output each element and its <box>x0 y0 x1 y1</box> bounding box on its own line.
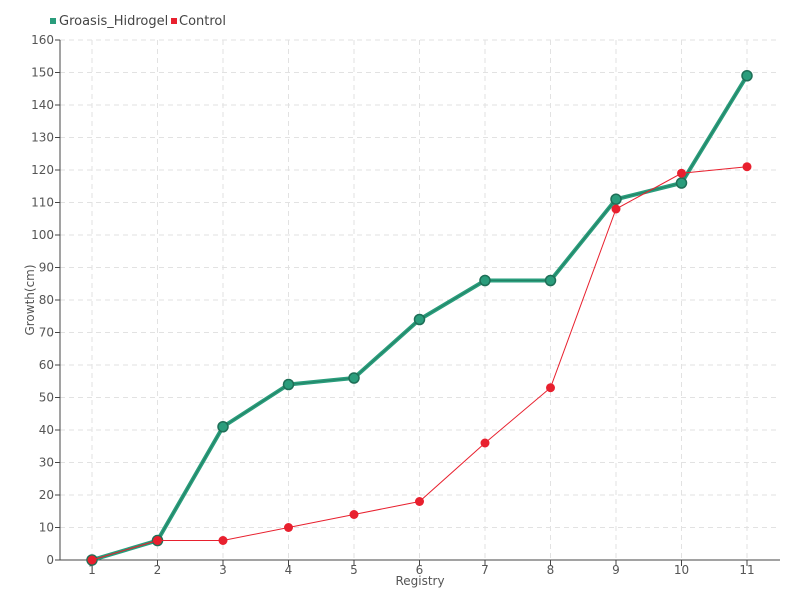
data-point[interactable] <box>480 438 490 448</box>
x-tick-label: 7 <box>481 563 489 577</box>
x-tick-label: 3 <box>219 563 227 577</box>
y-tick-label: 160 <box>31 33 54 47</box>
x-tick-label: 5 <box>350 563 358 577</box>
data-point[interactable] <box>218 536 228 545</box>
x-tick-label: 1 <box>88 563 96 577</box>
y-tick-label: 0 <box>46 553 54 567</box>
y-axis-title: Growth(cm) <box>23 264 37 335</box>
y-tick-label: 110 <box>31 196 54 210</box>
x-ticks: 1 2 3 4 5 6 7 8 9 10 11 <box>88 560 755 577</box>
data-point[interactable] <box>544 274 557 287</box>
data-point[interactable] <box>348 372 360 384</box>
data-point[interactable] <box>546 383 555 393</box>
y-tick-label: 130 <box>31 131 54 145</box>
y-tick-label: 50 <box>39 391 54 405</box>
x-tick-label: 4 <box>285 563 293 577</box>
data-point[interactable] <box>282 378 295 391</box>
data-point[interactable] <box>415 497 424 506</box>
x-tick-label: 6 <box>416 563 424 577</box>
x-axis-title: Registry <box>395 574 444 588</box>
grid <box>60 39 780 560</box>
y-tick-label: 80 <box>39 293 54 307</box>
y-tick-label: 90 <box>39 261 54 275</box>
data-point[interactable] <box>479 274 491 287</box>
data-point[interactable] <box>413 313 426 326</box>
data-point[interactable] <box>87 555 97 565</box>
data-point[interactable] <box>284 523 293 532</box>
y-tick-label: 120 <box>31 163 54 177</box>
y-tick-label: 20 <box>39 488 54 502</box>
y-tick-label: 70 <box>39 326 54 340</box>
legend-label-groasis[interactable]: Groasis_Hidrogel <box>59 14 168 29</box>
legend: Groasis_Hidrogel Control <box>50 14 226 29</box>
legend-label-control[interactable]: Control <box>179 14 226 29</box>
data-point[interactable] <box>610 193 622 205</box>
y-tick-label: 60 <box>39 358 54 372</box>
data-point[interactable] <box>677 168 686 178</box>
data-point[interactable] <box>741 70 753 82</box>
data-point[interactable] <box>349 510 359 519</box>
legend-swatch-control[interactable] <box>171 18 177 24</box>
data-point[interactable] <box>217 421 229 433</box>
series <box>86 70 753 566</box>
y-tick-label: 100 <box>31 228 54 242</box>
y-tick-label: 140 <box>31 98 54 112</box>
x-tick-label: 2 <box>154 563 162 577</box>
data-point[interactable] <box>611 204 621 214</box>
x-tick-label: 9 <box>612 563 620 577</box>
x-tick-label: 8 <box>547 563 555 577</box>
legend-swatch-groasis[interactable] <box>50 18 56 24</box>
series-control <box>87 162 752 565</box>
x-tick-label: 11 <box>739 563 754 577</box>
y-tick-label: 40 <box>39 423 54 437</box>
x-tick-label: 10 <box>674 563 689 577</box>
data-point[interactable] <box>742 162 752 172</box>
y-tick-label: 30 <box>39 456 54 470</box>
data-point[interactable] <box>153 536 162 545</box>
y-tick-label: 150 <box>31 66 54 80</box>
y-tick-label: 10 <box>39 521 54 535</box>
data-point[interactable] <box>675 177 688 189</box>
y-ticks: 0 10 20 30 40 50 60 70 80 90 100 110 120 130 140 150 160 <box>31 33 60 567</box>
